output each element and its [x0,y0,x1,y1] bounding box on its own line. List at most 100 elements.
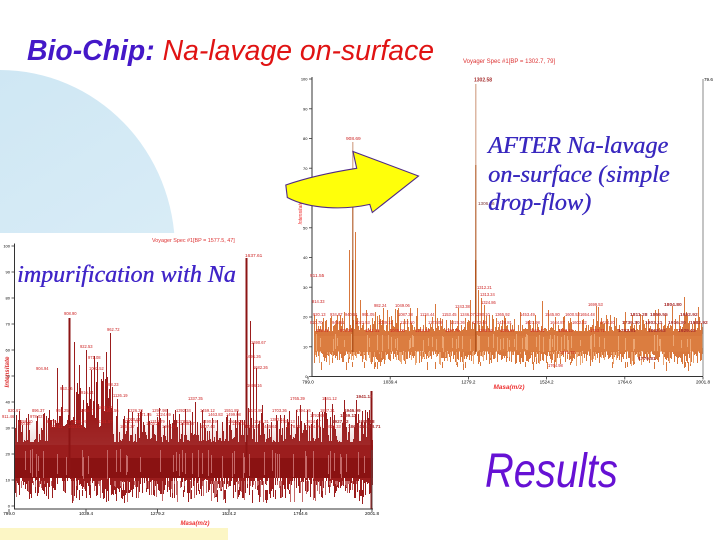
svg-text:1022.53: 1022.53 [355,320,371,325]
svg-text:950.43: 950.43 [18,421,31,426]
svg-text:1318.79: 1318.79 [150,419,166,424]
svg-text:1545.80: 1545.80 [545,312,561,317]
svg-text:962.72: 962.72 [107,327,120,332]
svg-text:1771.73: 1771.73 [560,350,576,355]
svg-text:1150.56: 1150.56 [104,408,119,413]
svg-text:1637.61: 1637.61 [245,253,263,259]
svg-text:1153.45: 1153.45 [442,312,457,317]
svg-text:945.51: 945.51 [332,320,345,325]
svg-text:1946.99: 1946.99 [344,408,361,413]
svg-text:911.55: 911.55 [310,273,325,279]
svg-text:1049.06: 1049.06 [395,303,411,308]
svg-text:1187.76: 1187.76 [445,328,460,333]
svg-text:1039.11: 1039.11 [378,320,393,325]
svg-text:1562.41: 1562.41 [530,328,546,333]
svg-text:1103.24: 1103.24 [146,421,161,426]
svg-text:Voyager Spec #1[BP = 1302.7, 7: Voyager Spec #1[BP = 1302.7, 79] [463,59,555,65]
svg-text:1173.08: 1173.08 [428,320,443,325]
svg-text:908.90: 908.90 [64,311,77,316]
svg-text:988.23: 988.23 [106,382,119,387]
svg-text:1463.83: 1463.83 [208,412,224,417]
svg-text:1050.61: 1050.61 [126,417,142,422]
svg-text:10: 10 [6,478,11,483]
svg-text:1739.30: 1739.30 [622,320,640,326]
svg-text:1220.36: 1220.36 [450,320,466,325]
svg-text:858.10: 858.10 [20,419,33,424]
svg-text:40: 40 [303,255,308,260]
svg-text:1763.71: 1763.71 [590,328,606,333]
svg-text:1378.52: 1378.52 [176,419,192,424]
svg-text:1011.31: 1011.31 [365,328,380,333]
svg-text:1002.52: 1002.52 [89,366,105,371]
svg-text:1453.49: 1453.49 [520,312,536,317]
svg-text:1478.11: 1478.11 [286,424,301,429]
svg-text:1045.05: 1045.05 [390,328,406,333]
svg-text:20: 20 [6,452,11,457]
svg-text:79.6: 79.6 [704,77,713,82]
svg-text:Masa(m/z): Masa(m/z) [494,384,525,391]
svg-text:1126.19: 1126.19 [113,393,128,398]
svg-text:1337.35: 1337.35 [188,396,204,401]
svg-text:1357.61: 1357.61 [232,421,248,426]
svg-text:1243.38: 1243.38 [455,304,471,309]
svg-text:1524.2: 1524.2 [222,511,236,516]
svg-text:1811.28: 1811.28 [630,312,648,318]
svg-text:20: 20 [303,315,308,320]
svg-text:820.67: 820.67 [8,408,21,413]
svg-text:1859.55: 1859.55 [650,312,668,318]
svg-text:1445.61: 1445.61 [262,424,278,429]
svg-text:1039.4: 1039.4 [383,380,397,385]
svg-text:1413.27: 1413.27 [244,424,260,429]
svg-text:50: 50 [303,225,308,230]
svg-text:1226.33: 1226.33 [128,408,144,413]
svg-text:1134.44: 1134.44 [420,312,435,317]
svg-text:1941.12: 1941.12 [356,394,373,399]
svg-text:1995.88: 1995.88 [358,419,375,424]
svg-text:1372.46: 1372.46 [472,320,488,325]
svg-text:1779.81: 1779.81 [638,356,656,362]
svg-text:40: 40 [6,400,11,405]
svg-text:1610.33: 1610.33 [326,424,342,429]
svg-text:1365.92: 1365.92 [495,312,511,317]
svg-text:100: 100 [3,244,10,249]
svg-text:934.87: 934.87 [330,312,343,317]
svg-text:1428.81: 1428.81 [497,320,513,325]
svg-text:1288.27: 1288.27 [180,421,196,426]
svg-text:1644.87: 1644.87 [550,320,566,325]
svg-text:1691.26: 1691.26 [246,354,262,359]
svg-text:1171.05: 1171.05 [137,412,152,417]
svg-text:1765.39: 1765.39 [290,396,306,401]
svg-text:1224.69: 1224.69 [156,412,172,417]
svg-text:1903.71: 1903.71 [364,424,381,429]
svg-text:1621.86: 1621.86 [248,408,264,413]
svg-text:1644.31: 1644.31 [254,419,270,424]
svg-text:0: 0 [305,374,308,379]
svg-text:1213.78: 1213.78 [124,419,140,424]
svg-text:1952.92: 1952.92 [680,312,698,318]
svg-text:1324.86: 1324.86 [481,300,497,305]
svg-text:908.69: 908.69 [346,136,361,142]
svg-text:1690.67: 1690.67 [251,340,267,345]
svg-text:982.24: 982.24 [374,303,387,308]
svg-text:1023.01: 1023.01 [68,424,84,429]
svg-text:70: 70 [303,166,308,171]
svg-text:1682.26: 1682.26 [253,365,269,370]
svg-text:1602.82: 1602.82 [572,320,588,325]
svg-text:1927.32: 1927.32 [332,419,349,424]
svg-text:991.05: 991.05 [362,312,375,317]
svg-text:1312.21: 1312.21 [477,285,493,290]
svg-text:957.84: 957.84 [46,419,59,424]
svg-text:911.46: 911.46 [2,414,15,419]
svg-text:1087.28: 1087.28 [398,312,414,317]
svg-text:922.53: 922.53 [80,344,93,349]
svg-text:1793.81: 1793.81 [618,328,636,334]
svg-text:80: 80 [303,136,308,141]
svg-text:1313.24: 1313.24 [480,292,496,297]
svg-text:1764.98: 1764.98 [548,363,564,368]
svg-text:1929.15: 1929.15 [678,328,696,334]
svg-text:1824.47: 1824.47 [306,419,322,424]
svg-text:1148.26: 1148.26 [415,328,430,333]
svg-text:Intensitate: Intensitate [4,356,11,388]
svg-text:Masa(m/z): Masa(m/z) [180,521,209,527]
svg-text:940.51: 940.51 [345,312,358,317]
